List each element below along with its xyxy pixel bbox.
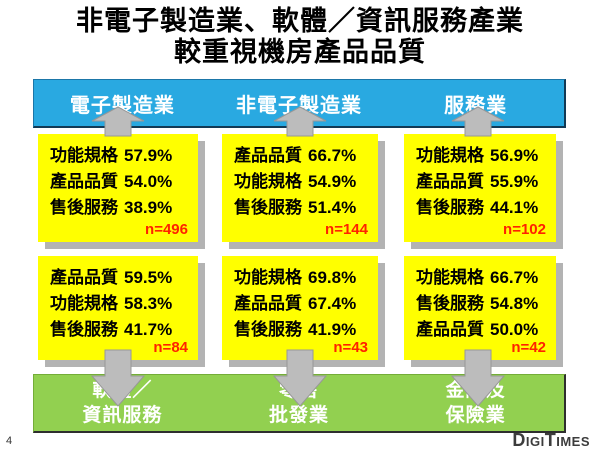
- down-arrow-icon: [273, 349, 327, 407]
- stat-row: 產品品質 54.0%: [50, 169, 194, 195]
- stat-value: 66.7%: [490, 268, 539, 287]
- stat-value: 44.1%: [490, 198, 539, 217]
- stat-value: 66.7%: [308, 146, 357, 165]
- stat-value: 57.9%: [124, 146, 173, 165]
- stat-box-services: 功能規格 56.9% 產品品質 55.9% 售後服務 44.1% n=102: [404, 134, 556, 242]
- stat-value: 38.9%: [124, 198, 173, 217]
- stat-value: 67.4%: [308, 294, 357, 313]
- stat-row: 功能規格 58.3%: [50, 291, 194, 317]
- stat-label: 產品品質: [50, 172, 118, 191]
- stat-label: 產品品質: [234, 294, 302, 313]
- stat-row: 售後服務 51.4%: [234, 195, 374, 221]
- digitimes-logo: DigiTimes: [512, 430, 590, 450]
- stat-value: 55.9%: [490, 172, 539, 191]
- stat-row: 產品品質 66.7%: [234, 143, 374, 169]
- industry-label-non-electronics: 非電子製造業: [236, 94, 362, 117]
- stat-box-non-electronics: 產品品質 66.7% 功能規格 54.9% 售後服務 51.4% n=144: [222, 134, 378, 242]
- stat-box-retail: 功能規格 69.8% 產品品質 67.4% 售後服務 41.9% n=43: [222, 256, 378, 360]
- stat-row: 功能規格 54.9%: [234, 169, 374, 195]
- stat-row: 售後服務 54.8%: [416, 291, 552, 317]
- stat-label: 功能規格: [234, 268, 302, 287]
- stat-value: 41.7%: [124, 320, 173, 339]
- page-number: 4: [6, 435, 13, 447]
- stat-row: 產品品質 67.4%: [234, 291, 374, 317]
- stat-row: 售後服務 41.7%: [50, 317, 194, 343]
- stat-label: 售後服務: [416, 198, 484, 217]
- stat-label: 售後服務: [416, 294, 484, 313]
- down-arrow-icon: [451, 349, 505, 407]
- stat-row: 售後服務 38.9%: [50, 195, 194, 221]
- stat-row: 功能規格 66.7%: [416, 265, 552, 291]
- stat-row: 功能規格 69.8%: [234, 265, 374, 291]
- industry-label-line2: 保險業: [445, 405, 506, 426]
- stat-row: 售後服務 44.1%: [416, 195, 552, 221]
- sample-size: n=43: [333, 339, 368, 356]
- stat-label: 售後服務: [234, 198, 302, 217]
- stat-value: 69.8%: [308, 268, 357, 287]
- stat-value: 50.0%: [490, 320, 539, 339]
- stat-value: 54.9%: [308, 172, 357, 191]
- stat-label: 產品品質: [50, 268, 118, 287]
- stat-label: 功能規格: [416, 146, 484, 165]
- stat-value: 51.4%: [308, 198, 357, 217]
- stat-value: 59.5%: [124, 268, 173, 287]
- stat-label: 產品品質: [234, 146, 302, 165]
- sample-size: n=84: [153, 339, 188, 356]
- stat-value: 54.8%: [490, 294, 539, 313]
- stat-row: 產品品質 50.0%: [416, 317, 552, 343]
- industry-label-electronics: 電子製造業: [69, 94, 175, 117]
- stat-value: 41.9%: [308, 320, 357, 339]
- stat-row: 產品品質 59.5%: [50, 265, 194, 291]
- stat-label: 售後服務: [50, 320, 118, 339]
- stat-label: 功能規格: [234, 172, 302, 191]
- stat-value: 56.9%: [490, 146, 539, 165]
- stat-value: 58.3%: [124, 294, 173, 313]
- industry-label-services: 服務業: [444, 94, 508, 117]
- down-arrow-icon: [91, 349, 145, 407]
- sample-size: n=496: [145, 221, 188, 238]
- page-title-line1: 非電子製造業、軟體／資訊服務產業: [76, 6, 524, 36]
- up-arrow-icon: [451, 106, 505, 137]
- stat-box-electronics: 功能規格 57.9% 產品品質 54.0% 售後服務 38.9% n=496: [38, 134, 198, 242]
- stat-label: 售後服務: [50, 198, 118, 217]
- stat-label: 售後服務: [234, 320, 302, 339]
- stat-box-finance: 功能規格 66.7% 售後服務 54.8% 產品品質 50.0% n=42: [404, 256, 556, 360]
- sample-size: n=102: [503, 221, 546, 238]
- stat-value: 54.0%: [124, 172, 173, 191]
- page-title: 非電子製造業、軟體／資訊服務產業 較重視機房產品品質: [0, 6, 600, 68]
- page-title-line2: 較重視機房產品品質: [174, 37, 426, 67]
- industry-label-line2: 資訊服務: [82, 405, 163, 426]
- stat-label: 功能規格: [50, 146, 118, 165]
- industry-label-line2: 批發業: [269, 405, 330, 426]
- stat-row: 功能規格 56.9%: [416, 143, 552, 169]
- up-arrow-icon: [91, 106, 145, 137]
- stat-row: 售後服務 41.9%: [234, 317, 374, 343]
- sample-size: n=42: [511, 339, 546, 356]
- stat-label: 產品品質: [416, 172, 484, 191]
- stat-label: 功能規格: [50, 294, 118, 313]
- up-arrow-icon: [273, 106, 327, 137]
- stat-row: 產品品質 55.9%: [416, 169, 552, 195]
- stat-box-software: 產品品質 59.5% 功能規格 58.3% 售後服務 41.7% n=84: [38, 256, 198, 360]
- stat-label: 產品品質: [416, 320, 484, 339]
- sample-size: n=144: [325, 221, 368, 238]
- stat-label: 功能規格: [416, 268, 484, 287]
- stat-row: 功能規格 57.9%: [50, 143, 194, 169]
